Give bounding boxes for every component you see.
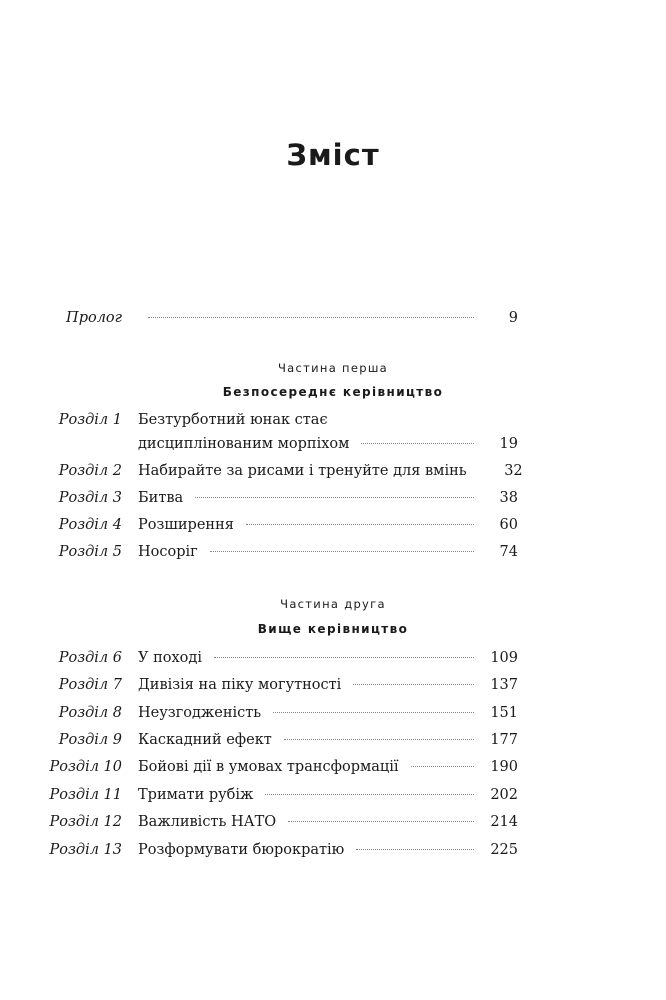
dot-leader bbox=[273, 712, 474, 713]
chapter-title: Неузгодженість bbox=[138, 705, 262, 721]
chapter-label: Розділ 8 bbox=[58, 705, 122, 721]
page-number: 214 bbox=[490, 814, 518, 830]
page-number: 38 bbox=[499, 490, 518, 506]
dot-leader bbox=[288, 821, 474, 822]
page-number: 137 bbox=[490, 677, 518, 693]
chapter-title: Важливість НАТО bbox=[138, 814, 277, 830]
dot-leader bbox=[361, 443, 474, 444]
toc-entry[interactable]: Розділ 2 Набирайте за рисами і тренуйте д… bbox=[0, 463, 666, 487]
chapter-title: Набирайте за рисами і тренуйте для вмінь bbox=[138, 463, 467, 479]
chapter-label: Розділ 4 bbox=[58, 517, 122, 533]
chapter-label: Розділ 11 bbox=[49, 787, 122, 803]
page-number: 109 bbox=[490, 650, 518, 666]
page-number: 177 bbox=[490, 732, 518, 748]
chapter-label: Розділ 5 bbox=[58, 544, 122, 560]
chapter-title: дисциплінованим морпіхом bbox=[138, 436, 350, 452]
chapter-title: Каскадний ефект bbox=[138, 732, 272, 748]
page-number: 74 bbox=[499, 544, 518, 560]
chapter-title: Тримати рубіж bbox=[138, 787, 254, 803]
toc-entry[interactable]: Розділ 11 Тримати рубіж 202 bbox=[0, 787, 666, 811]
dot-leader bbox=[213, 657, 474, 658]
dot-leader bbox=[195, 497, 474, 498]
page-title: Зміст bbox=[286, 138, 380, 172]
chapter-title: У поході bbox=[138, 650, 202, 666]
toc-entry[interactable]: Розділ 10 Бойові дії в умовах трансформац… bbox=[0, 759, 666, 783]
toc-entry[interactable]: Розділ 6 У поході 109 bbox=[0, 650, 666, 674]
toc-entry[interactable]: Розділ 12 Важливість НАТО 214 bbox=[0, 814, 666, 838]
chapter-label: Розділ 3 bbox=[58, 490, 122, 506]
chapter-label: Розділ 6 bbox=[58, 650, 122, 666]
page-number: 9 bbox=[508, 310, 518, 326]
toc-entry[interactable]: Розділ 5 Носоріг 74 bbox=[0, 544, 666, 568]
entry-title: Пролог bbox=[66, 310, 122, 326]
dot-leader bbox=[353, 684, 474, 685]
part-label: Частина перша bbox=[277, 361, 388, 375]
chapter-title: Битва bbox=[138, 490, 184, 506]
page-number: 225 bbox=[490, 842, 518, 858]
chapter-title: Бойові дії в умовах трансформації bbox=[138, 759, 399, 775]
chapter-label: Розділ 12 bbox=[49, 814, 122, 830]
page-number: 32 bbox=[504, 463, 523, 479]
toc-entry[interactable]: Розділ 1 Безтурботний юнак стає bbox=[0, 412, 666, 436]
page-number: 19 bbox=[499, 436, 518, 452]
toc-entry[interactable]: дисциплінованим морпіхом 19 bbox=[0, 436, 666, 460]
dot-leader bbox=[265, 794, 474, 795]
dot-leader bbox=[356, 849, 474, 850]
chapter-label: Розділ 7 bbox=[58, 677, 122, 693]
page-number: 202 bbox=[490, 787, 518, 803]
page-number: 190 bbox=[490, 759, 518, 775]
toc-entry[interactable]: Розділ 9 Каскадний ефект 177 bbox=[0, 732, 666, 756]
toc-entry-prologue[interactable]: Пролог 9 bbox=[0, 310, 666, 334]
chapter-title: Розформувати бюрократію bbox=[138, 842, 345, 858]
dot-leader bbox=[245, 524, 474, 525]
dot-leader bbox=[283, 739, 474, 740]
toc-entry[interactable]: Розділ 13 Розформувати бюрократію 225 bbox=[0, 842, 666, 866]
page-number: 151 bbox=[490, 705, 518, 721]
chapter-title-line1: Безтурботний юнак стає bbox=[138, 412, 328, 428]
chapter-label: Розділ 2 bbox=[58, 463, 122, 479]
chapter-label: Розділ 13 bbox=[49, 842, 122, 858]
part-title: Вище керівництво bbox=[257, 622, 409, 636]
dot-leader bbox=[410, 766, 474, 767]
dot-leader bbox=[148, 317, 474, 318]
toc-entry[interactable]: Розділ 3 Битва 38 bbox=[0, 490, 666, 514]
chapter-title: Носоріг bbox=[138, 544, 198, 560]
part-label: Частина друга bbox=[280, 597, 386, 611]
dot-leader bbox=[209, 551, 474, 552]
chapter-label: Розділ 9 bbox=[58, 732, 122, 748]
chapter-title: Дивізія на піку могутності bbox=[138, 677, 342, 693]
toc-entry[interactable]: Розділ 4 Розширення 60 bbox=[0, 517, 666, 541]
toc-entry[interactable]: Розділ 7 Дивізія на піку могутності 137 bbox=[0, 677, 666, 701]
part-title: Безпосереднє керівництво bbox=[222, 385, 444, 399]
chapter-label: Розділ 10 bbox=[49, 759, 122, 775]
chapter-label: Розділ 1 bbox=[58, 412, 122, 428]
toc-entry[interactable]: Розділ 8 Неузгодженість 151 bbox=[0, 705, 666, 729]
chapter-title: Розширення bbox=[138, 517, 234, 533]
page-number: 60 bbox=[499, 517, 518, 533]
